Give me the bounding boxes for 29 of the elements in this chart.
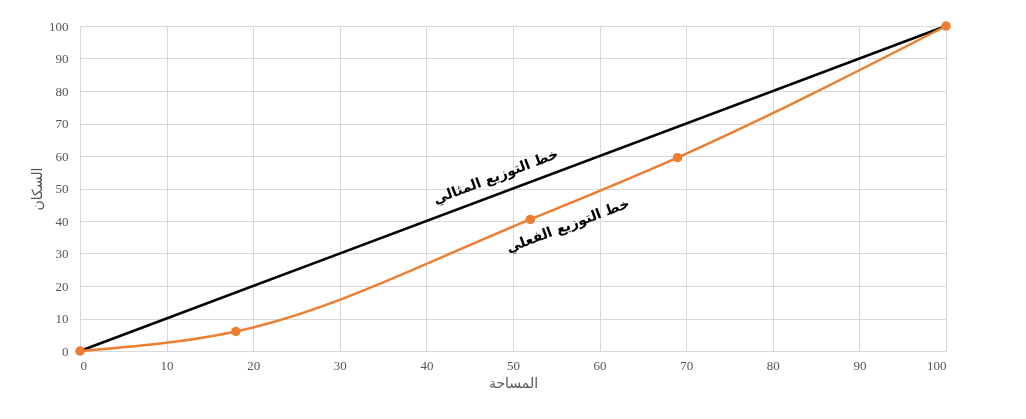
point: [672, 152, 683, 163]
point: [231, 326, 241, 337]
y-tick-label: 0: [62, 343, 69, 359]
y-tick-label: 10: [55, 311, 69, 326]
x-tick-label: 0: [80, 357, 87, 373]
y-tick-label: 30: [55, 246, 69, 261]
x-tick-label: 30: [333, 357, 347, 373]
x-tick-label: 20: [247, 357, 261, 373]
y-tick-label: 70: [55, 116, 69, 131]
y-tick-label: 90: [55, 51, 69, 66]
y-tick-label: 50: [55, 181, 69, 196]
x-tick-label: 80: [766, 357, 780, 373]
x-axis-title: المساحة: [488, 374, 539, 391]
x-tick-label: 100: [927, 357, 947, 373]
x-tick-label: 90: [853, 357, 867, 373]
y-tick-label: 80: [55, 83, 69, 99]
y-tick-label: 20: [55, 278, 69, 294]
y-tick-label: 100: [49, 18, 69, 34]
point: [525, 214, 536, 225]
y-tick-label: 40: [55, 213, 69, 229]
x-tick-label: 70: [680, 357, 694, 373]
point: [75, 346, 85, 356]
y-axis-title: السكان: [29, 167, 45, 211]
point: [941, 21, 951, 31]
x-tick-label: 50: [507, 357, 520, 373]
y-tick-label: 60: [55, 148, 69, 164]
x-tick-label: 40: [420, 357, 434, 373]
x-tick-label: 10: [160, 357, 174, 373]
x-tick-label: 60: [593, 357, 607, 373]
